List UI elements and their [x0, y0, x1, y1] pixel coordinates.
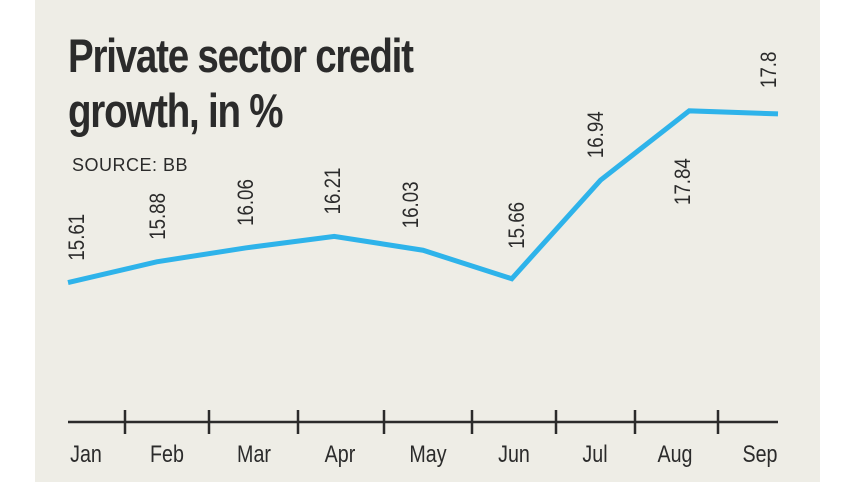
value-label-jul: 16.94: [585, 111, 609, 158]
x-tick-label-apr: Apr: [325, 440, 356, 467]
x-tick-label-mar: Mar: [237, 440, 271, 467]
value-label-jan: 15.61: [66, 214, 90, 261]
x-tick-label-aug: Aug: [657, 440, 692, 467]
chart-title-line-1: Private sector credit: [68, 29, 414, 82]
x-tick-label-sep: Sep: [742, 440, 777, 467]
x-tick-label-jan: Jan: [70, 440, 102, 467]
x-axis: [68, 410, 778, 434]
chart-title-line-2: growth, in %: [68, 84, 284, 137]
x-tick-label-jul: Jul: [582, 440, 607, 467]
series-line-private-credit-growth: [67, 108, 779, 286]
tick-label-layer: Jan Feb Mar Apr May Jun Jul Aug Sep: [70, 440, 777, 467]
chart-source: SOURCE: BB: [72, 155, 189, 175]
x-tick-label-may: May: [409, 440, 446, 467]
value-label-sep: 17.8: [758, 52, 782, 88]
value-label-feb: 15.88: [147, 193, 171, 240]
value-label-aug: 17.84: [672, 158, 696, 205]
value-label-may: 16.03: [400, 181, 424, 228]
value-label-jun: 15.66: [506, 202, 530, 249]
value-label-layer: 15.61 15.88 16.06 16.21 16.03 15.66 16.94 17.84…: [66, 52, 782, 261]
series-line-layer: [67, 108, 779, 286]
chart-card: [35, 0, 820, 482]
x-tick-label-jun: Jun: [498, 440, 530, 467]
chart-title: Private sector credit growth, in %: [68, 28, 414, 138]
x-tick-label-feb: Feb: [150, 440, 184, 467]
value-label-apr: 16.21: [322, 168, 346, 215]
value-label-mar: 16.06: [235, 179, 259, 226]
